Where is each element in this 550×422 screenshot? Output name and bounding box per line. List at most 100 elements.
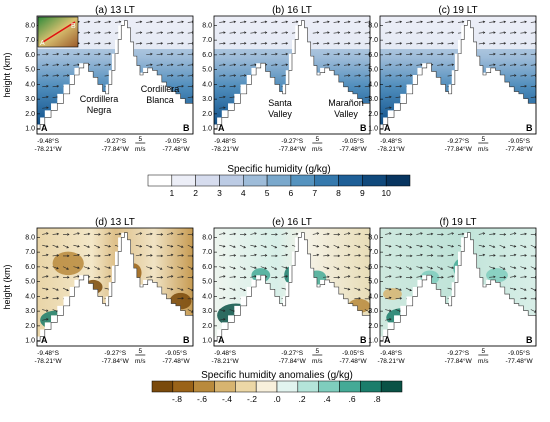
y-tick-label: 7.0 (202, 249, 212, 256)
wind-arrowhead (150, 254, 153, 257)
wind-arrow (229, 244, 236, 248)
x-tick-lon: -78.21°W (35, 145, 63, 153)
wind-arrowhead (296, 20, 299, 24)
wind-arrow (343, 21, 350, 23)
wind-arrowhead (503, 63, 507, 67)
y-tick-label: 1.0 (368, 126, 378, 133)
wind-arrowhead (108, 20, 112, 24)
wind-arrowhead (514, 74, 517, 77)
wind-arrow (94, 244, 100, 249)
wind-arrow (260, 244, 267, 248)
wind-arrowhead (461, 245, 465, 248)
wind-arrowhead (358, 266, 361, 270)
x-tick-lon: -77.84°W (102, 145, 130, 153)
colorbar-tick: 5 (265, 188, 270, 198)
wind-arrowhead (108, 232, 112, 235)
x-tick-lat: -9.27°S (281, 349, 303, 357)
wind-arrowhead (451, 253, 455, 257)
wind-arrow (229, 266, 236, 269)
wind-arrowhead (482, 245, 486, 248)
panel--a-13-lt: (a) 13 LT 1.0 2.0 3.0 4.0 5.0 6.0 7.0 8.0 A B -9.48… (25, 5, 194, 153)
wind-arrow (177, 85, 184, 88)
wind-arrow (219, 32, 226, 34)
wind-arrow (530, 244, 536, 249)
wind-arrow (135, 32, 142, 34)
wind-arrow (509, 232, 516, 235)
wind-arrow (166, 266, 173, 269)
wind-arrow (323, 32, 330, 34)
panel-frame (36, 15, 194, 135)
endpoint-label-a: A (384, 123, 391, 133)
wind-arrow (239, 42, 246, 45)
wind-arrow (42, 85, 49, 88)
wind-arrowhead (358, 74, 361, 77)
wind-arrow (104, 32, 111, 34)
x-tick-lon: -78.21°W (212, 357, 240, 365)
wind-arrow (177, 233, 184, 235)
wind-arrowhead (513, 245, 517, 248)
wind-arrow (229, 254, 236, 257)
wind-arrow (385, 96, 392, 98)
wind-arrow (364, 287, 370, 291)
wind-arrowhead (223, 52, 226, 56)
annotation-cordillera-negra-2: Negra (87, 105, 112, 115)
wind-arrowhead (233, 297, 237, 300)
wind-arrowhead (451, 31, 455, 34)
wind-arrow (146, 21, 153, 23)
wind-arrow (219, 318, 226, 321)
terrain-mask (213, 20, 371, 135)
panel-title: (e) 16 LT (272, 217, 312, 228)
wind-arrowhead (513, 232, 517, 235)
wind-arrow (166, 275, 173, 278)
wind-arrow (437, 21, 444, 23)
wind-arrow (52, 75, 59, 77)
y-axis-label: height (km) (2, 52, 12, 97)
endpoint-label-b: B (183, 335, 190, 345)
panel-frame (379, 15, 537, 135)
wind-arrowhead (46, 266, 49, 269)
y-tick-label: 4.0 (202, 293, 212, 300)
wind-arrowhead (410, 84, 413, 88)
endpoint-label-b: B (360, 123, 367, 133)
wind-arrow (520, 85, 527, 88)
wind-arrow (520, 266, 527, 269)
wind-arrowhead (492, 245, 496, 248)
wind-arrow (52, 85, 59, 88)
wind-arrowhead (181, 42, 184, 45)
wind-arrow (395, 297, 402, 300)
wind-arrowhead (327, 275, 330, 279)
wind-arrowhead (191, 267, 193, 270)
wind-arrow (166, 232, 173, 235)
wind-arrow (416, 42, 423, 45)
x-tick-lon: -77.84°W (102, 357, 130, 365)
wind-arrow (426, 42, 433, 45)
wind-arrowhead (410, 254, 413, 258)
wind-arrowhead (181, 63, 184, 67)
wind-arrow (385, 85, 392, 88)
wind-arrow (239, 64, 246, 66)
wind-arrowhead (327, 232, 330, 236)
colorbar-swatch (385, 174, 411, 187)
wind-arrow (135, 244, 142, 247)
wind-arrowhead (108, 253, 112, 257)
wind-arrowhead (316, 232, 320, 235)
wind-arrow (395, 254, 402, 257)
wind-arrowhead (451, 245, 454, 248)
wind-arrow (530, 266, 536, 270)
wind-arrowhead (336, 245, 340, 249)
wind-arrow (219, 85, 226, 88)
wind-arrow (229, 287, 236, 291)
wind-arrowhead (399, 288, 402, 291)
wind-arrowhead (514, 42, 517, 45)
wind-arrowhead (493, 20, 496, 24)
transect-line (42, 21, 76, 43)
y-tick-label: 8.0 (368, 22, 378, 29)
wind-arrow (104, 254, 111, 257)
wind-arrowhead (223, 318, 226, 321)
wind-arrow (354, 32, 361, 34)
annotation-santa-valley-1: Santa (268, 98, 292, 108)
wind-arrow (219, 254, 226, 257)
wind-arrowhead (56, 232, 60, 236)
wind-arrow (385, 244, 392, 247)
wind-arrow (499, 64, 506, 66)
